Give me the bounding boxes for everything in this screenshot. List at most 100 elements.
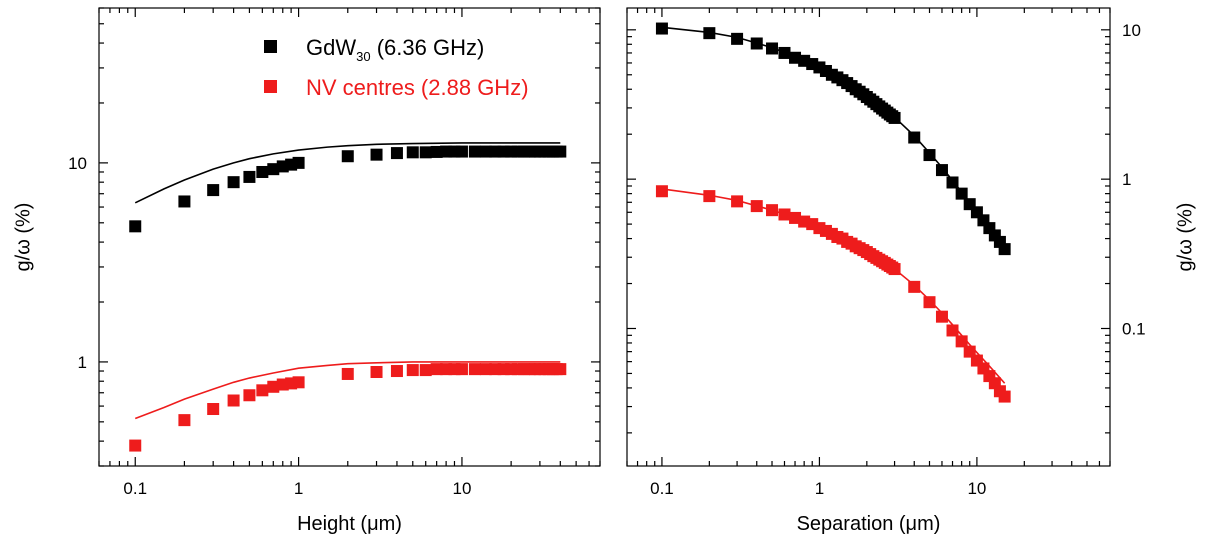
y-tick-label: 1	[1122, 170, 1131, 189]
data-point	[430, 363, 443, 376]
data-point	[703, 190, 716, 203]
data-point	[129, 220, 142, 233]
x-tick-label: 0.1	[650, 479, 674, 498]
data-point	[766, 204, 779, 217]
y-tick-label: 10	[1122, 21, 1141, 40]
fit-line	[134, 361, 561, 420]
data-point	[703, 27, 716, 40]
data-point	[766, 42, 779, 55]
plot-frame	[98, 7, 601, 467]
data-point	[341, 367, 354, 380]
data-point	[955, 335, 968, 348]
data-point	[227, 394, 240, 407]
data-point	[455, 145, 468, 158]
series-0	[655, 22, 1011, 256]
data-point	[731, 32, 744, 45]
legend: GdW30 (6.36 GHz) NV centres (2.88 GHz)	[264, 35, 529, 100]
x-axis-title: Separation (μm)	[797, 513, 941, 535]
y-axis-title: g/ω (%)	[1174, 203, 1196, 272]
data-point	[178, 414, 191, 427]
fit-line	[134, 142, 561, 204]
series-1	[655, 185, 1011, 403]
data-point	[419, 146, 432, 159]
legend-marker	[264, 40, 277, 53]
plot-frame	[626, 7, 1111, 467]
data-point	[468, 145, 481, 158]
data-point	[888, 263, 901, 276]
data-point	[419, 364, 432, 377]
y-tick-label: 1	[78, 353, 87, 372]
data-point	[778, 46, 791, 59]
right-chart-panel: 0.1 1 10 0.1 1 10 Separation (μm) g/ω (%)	[626, 7, 1196, 535]
y-tick-label: 10	[68, 154, 87, 173]
fit-line	[661, 26, 1006, 248]
data-point	[923, 296, 936, 309]
data-point	[908, 131, 921, 144]
data-point	[468, 363, 481, 376]
data-point	[256, 384, 269, 397]
data-point	[207, 403, 220, 416]
data-point	[390, 147, 403, 160]
data-point	[935, 164, 948, 177]
y-axis-title: g/ω (%)	[12, 203, 34, 272]
data-point	[207, 184, 220, 197]
legend-marker	[264, 80, 277, 93]
fit-line	[661, 188, 1006, 384]
data-point	[731, 195, 744, 208]
data-point	[655, 22, 668, 35]
data-point	[390, 365, 403, 378]
data-point	[935, 310, 948, 323]
data-point	[908, 280, 921, 293]
series-1	[129, 361, 567, 452]
series-0	[129, 142, 567, 233]
data-point	[292, 156, 305, 169]
data-point	[778, 208, 791, 221]
data-point	[455, 363, 468, 376]
data-point	[955, 187, 968, 200]
left-chart-panel: 0.1 1 10 1 10 Height (μm) g/ω (%) GdW30 (6.36 G…	[12, 7, 601, 535]
data-point	[998, 243, 1011, 256]
data-point	[479, 145, 492, 158]
x-tick-label: 1	[815, 479, 824, 498]
data-point	[789, 51, 802, 64]
x-axis-title: Height (μm)	[297, 513, 402, 535]
data-point	[750, 37, 763, 50]
y-tick-label: 0.1	[1122, 319, 1146, 338]
data-point	[256, 165, 269, 178]
x-tick-label: 10	[452, 479, 471, 498]
data-point	[888, 111, 901, 124]
data-point	[243, 389, 256, 402]
data-point	[243, 170, 256, 183]
x-tick-label: 1	[294, 479, 303, 498]
data-point	[655, 185, 668, 198]
data-point	[292, 376, 305, 389]
legend-entry-text: GdW	[306, 35, 356, 60]
data-point	[923, 149, 936, 162]
data-point	[998, 390, 1011, 403]
data-point	[430, 145, 443, 158]
data-point	[946, 324, 959, 337]
data-point	[267, 163, 280, 176]
legend-entry: GdW30 (6.36 GHz)	[306, 35, 484, 64]
legend-entry: NV centres (2.88 GHz)	[306, 75, 529, 100]
data-point	[789, 211, 802, 224]
x-tick-label: 10	[967, 479, 986, 498]
x-tick-label: 0.1	[123, 479, 147, 498]
data-point	[406, 364, 419, 377]
data-point	[479, 363, 492, 376]
data-point	[554, 145, 567, 158]
data-point	[554, 363, 567, 376]
data-point	[267, 380, 280, 393]
legend-entry-text-rest: (6.36 GHz)	[371, 35, 485, 60]
legend-entry-subscript: 30	[356, 49, 370, 64]
data-point	[946, 176, 959, 189]
data-point	[370, 366, 383, 378]
data-point	[227, 176, 240, 189]
data-point	[129, 439, 142, 452]
data-point	[406, 146, 419, 159]
data-point	[750, 200, 763, 213]
data-point	[370, 148, 383, 161]
legend-entry-text: NV centres (2.88 GHz)	[306, 75, 529, 100]
data-point	[178, 195, 191, 208]
